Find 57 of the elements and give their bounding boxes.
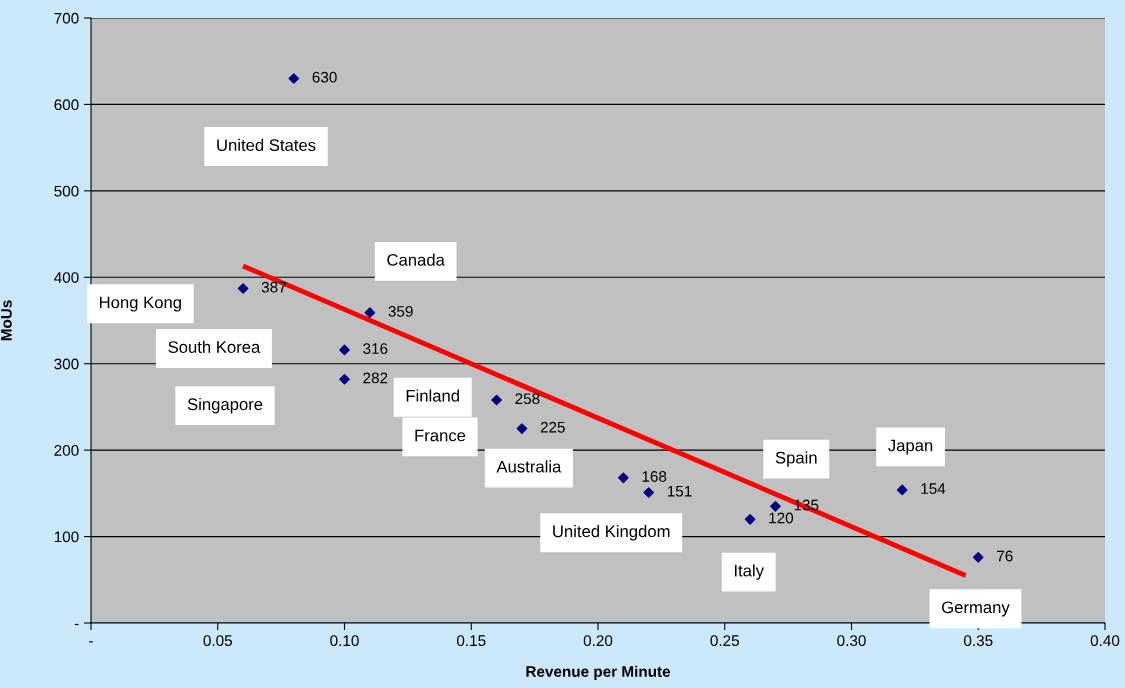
x-tick-label: 0.10 — [330, 635, 359, 647]
x-tick-label: 0.25 — [710, 635, 739, 647]
x-tick-label: 0.40 — [1090, 635, 1120, 647]
y-tick-label: 100 — [54, 531, 79, 543]
x-tick-label: 0.15 — [456, 635, 486, 647]
annotation: Australia — [496, 460, 562, 473]
data-label: 225 — [540, 421, 565, 433]
y-tick-label: 500 — [54, 185, 79, 197]
y-tick-label: 600 — [54, 99, 79, 111]
annotation: Hong Kong — [99, 296, 181, 312]
annotation: Germany — [942, 601, 1010, 617]
x-tick-label: 0.05 — [203, 635, 232, 647]
y-tick-label: 400 — [54, 272, 79, 283]
data-label: 359 — [388, 306, 413, 317]
point — [643, 487, 655, 498]
annotation: Singapore — [187, 397, 263, 414]
annotation: Finland — [406, 389, 459, 402]
data-label: 387 — [261, 281, 286, 293]
point — [288, 73, 300, 84]
annotation: South Korea — [168, 340, 261, 353]
y-tick-label: 700 — [54, 12, 79, 24]
data-label: 168 — [642, 471, 667, 482]
y-tick-label: 300 — [54, 358, 79, 370]
point — [896, 484, 908, 496]
annotation: Japan — [888, 439, 933, 455]
point — [618, 472, 629, 484]
point — [744, 513, 756, 525]
data-label: 120 — [769, 512, 794, 524]
data-label: 151 — [667, 485, 692, 497]
data-label: 258 — [515, 393, 540, 405]
y-axis-title: MoUs — [1, 300, 12, 341]
annotation: United States — [217, 138, 316, 152]
x-tick-label: 0.30 — [837, 635, 866, 647]
annotation: Canada — [387, 253, 445, 266]
point — [237, 283, 249, 294]
y-tick-label: - — [74, 623, 79, 626]
data-label: 76 — [997, 550, 1013, 562]
point — [972, 552, 984, 563]
annotation: Italy — [734, 564, 764, 580]
y-tick-label: 200 — [54, 445, 79, 456]
point — [516, 423, 528, 434]
annotation: United Kingdom — [553, 525, 670, 541]
annotation: Spain — [775, 451, 817, 467]
data-label: 316 — [363, 343, 388, 354]
x-tick-label: 0.35 — [963, 635, 993, 647]
data-label: 154 — [921, 483, 946, 494]
point — [491, 394, 502, 406]
x-tick-label: 0.20 — [583, 635, 613, 647]
data-label: 630 — [312, 71, 337, 83]
point — [364, 307, 376, 319]
point — [339, 344, 350, 356]
x-tick-label: - — [89, 641, 93, 643]
point — [339, 373, 350, 385]
x-axis-title: Revenue per Minute — [526, 665, 671, 680]
point — [770, 501, 781, 512]
annotation: France — [415, 429, 466, 442]
data-label: 282 — [363, 372, 388, 384]
